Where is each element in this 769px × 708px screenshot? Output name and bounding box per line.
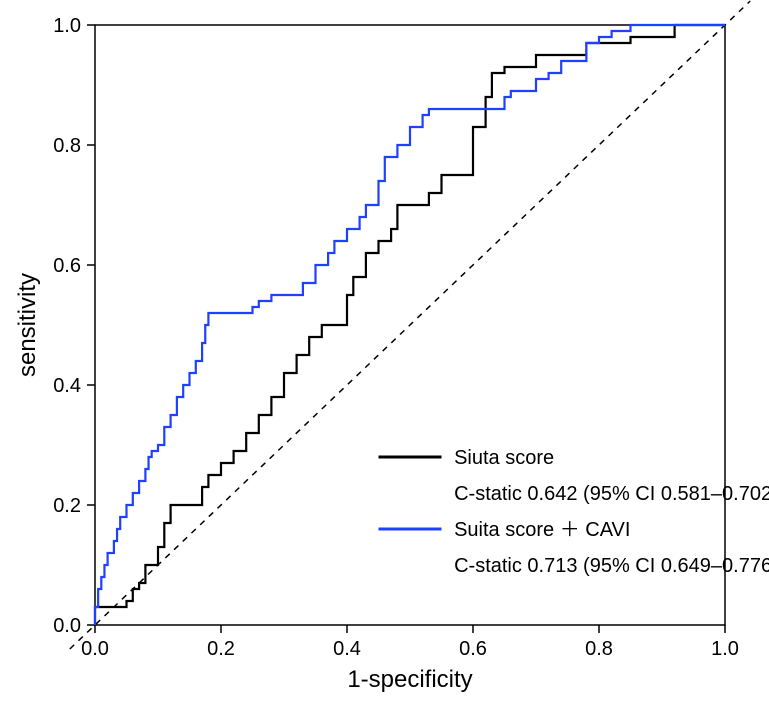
y-tick-label: 0.8 bbox=[53, 135, 81, 157]
roc-chart: 0.00.0 0.2 0.2 0.4 0.4 0.6 0.6 0.8 0.8 1.0 1.0 1-sp… bbox=[0, 0, 769, 708]
legend-stat-siuta: C-static 0.642 (95% CI 0.581–0.702) bbox=[454, 483, 769, 505]
y-axis-label: sensitivity bbox=[14, 273, 41, 377]
x-tick-label: 0.6 bbox=[459, 638, 487, 660]
x-tick-label: 0.0 bbox=[81, 638, 109, 660]
roc-svg: 0.00.0 0.2 0.2 0.4 0.4 0.6 0.6 0.8 0.8 1.0 1.0 1-sp… bbox=[0, 0, 769, 708]
x-tick-label: 0.2 bbox=[207, 638, 235, 660]
legend-label-siuta: Siuta score bbox=[454, 447, 554, 469]
chart-bg bbox=[0, 0, 769, 708]
legend-stat-suita_cavi: C-static 0.713 (95% CI 0.649–0.776) bbox=[454, 555, 769, 577]
y-tick-label: 0.2 bbox=[53, 495, 81, 517]
y-tick-label: 0.6 bbox=[53, 255, 81, 277]
y-tick-label: 1.0 bbox=[53, 15, 81, 37]
legend-label-suita_cavi: Suita score ＋ CAVI bbox=[454, 519, 630, 541]
x-axis-label: 1-specificity bbox=[347, 666, 472, 693]
y-tick-label: 0.0 bbox=[53, 615, 81, 637]
x-tick-label: 0.8 bbox=[585, 638, 613, 660]
x-tick-label: 1.0 bbox=[711, 638, 739, 660]
x-tick-label: 0.4 bbox=[333, 638, 361, 660]
y-tick-label: 0.4 bbox=[53, 375, 81, 397]
